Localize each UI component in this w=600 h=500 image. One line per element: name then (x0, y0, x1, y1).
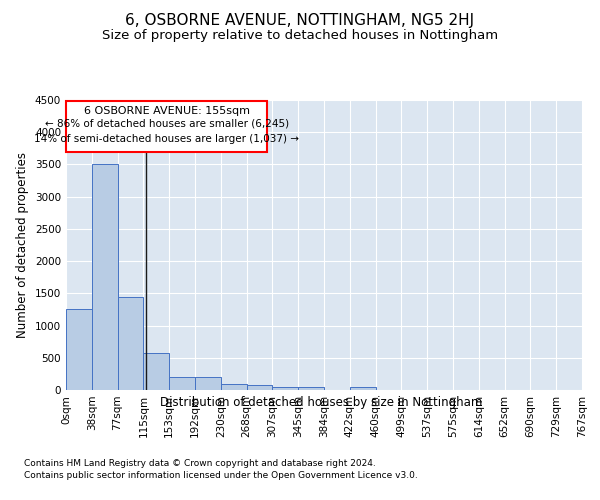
Bar (195, 377, 221, 390)
Text: 6, OSBORNE AVENUE, NOTTINGHAM, NG5 2HJ: 6, OSBORNE AVENUE, NOTTINGHAM, NG5 2HJ (125, 12, 475, 28)
Bar (143, 353, 169, 390)
Bar (92, 164, 118, 390)
Text: ← 86% of detached houses are smaller (6,245): ← 86% of detached houses are smaller (6,… (44, 119, 289, 129)
Bar (66, 310, 92, 390)
Bar (350, 387, 376, 390)
Bar (169, 377, 195, 390)
Text: Contains public sector information licensed under the Open Government Licence v3: Contains public sector information licen… (24, 472, 418, 480)
Bar (221, 384, 247, 390)
Text: Distribution of detached houses by size in Nottingham: Distribution of detached houses by size … (160, 396, 482, 409)
Text: 6 OSBORNE AVENUE: 155sqm: 6 OSBORNE AVENUE: 155sqm (83, 106, 250, 116)
Bar (247, 385, 272, 390)
Bar (272, 387, 298, 390)
Y-axis label: Number of detached properties: Number of detached properties (16, 152, 29, 338)
Bar (118, 296, 143, 390)
Text: Size of property relative to detached houses in Nottingham: Size of property relative to detached ho… (102, 28, 498, 42)
Bar (298, 387, 324, 390)
Text: Contains HM Land Registry data © Crown copyright and database right 2024.: Contains HM Land Registry data © Crown c… (24, 460, 376, 468)
Text: 14% of semi-detached houses are larger (1,037) →: 14% of semi-detached houses are larger (… (34, 134, 299, 143)
FancyBboxPatch shape (66, 102, 267, 152)
